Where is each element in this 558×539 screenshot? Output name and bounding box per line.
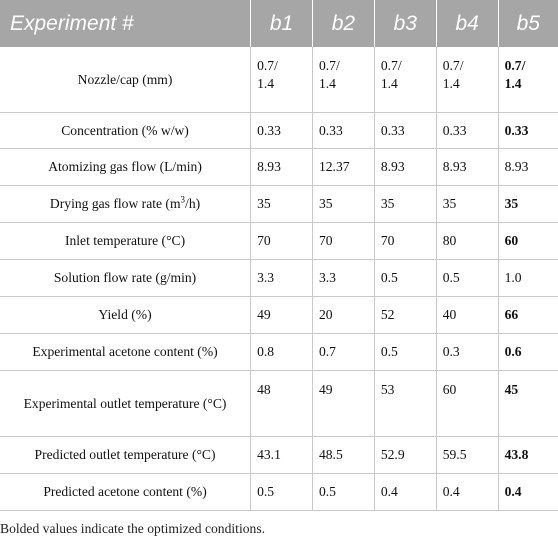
cell-value: 0.5: [373, 333, 437, 371]
cell-value: 0.7/ 1.4: [311, 47, 375, 113]
cell-value: 70: [373, 222, 437, 260]
table-row: Atomizing gas flow (L/min) 8.93 12.37 8.…: [0, 148, 558, 186]
cell-value: 0.7/ 1.4: [373, 47, 437, 113]
row-label: Yield (%): [0, 296, 251, 334]
cell-value-line: 0.7/ 1.4: [442, 58, 464, 91]
header-b2: b2: [311, 0, 375, 47]
cell-value-optimized: 60: [497, 222, 558, 260]
header-b5: b5: [497, 0, 558, 47]
cell-value: 35: [373, 185, 437, 223]
row-label: Concentration (% w/w): [0, 112, 251, 149]
cell-value: 49: [250, 296, 313, 334]
table-footnote: Bolded values indicate the optimized con…: [0, 521, 266, 536]
row-label: Predicted outlet temperature (°C): [0, 436, 251, 474]
cell-value: 8.93: [497, 148, 558, 186]
cell-value: 40: [435, 296, 499, 334]
cell-value: 12.37: [311, 148, 375, 186]
cell-value: 20: [311, 296, 375, 334]
data-table: Experiment # b1 b2 b3 b4 b5 Nozzle/cap (…: [0, 0, 558, 511]
cell-value: 8.93: [373, 148, 437, 186]
cell-value: 0.5: [435, 259, 499, 297]
table-row: Drying gas flow rate (m3/h) 35 35 35 35 …: [0, 185, 558, 223]
cell-value: 48.5: [311, 436, 375, 474]
cell-value-optimized: 35: [497, 185, 558, 223]
cell-value: 35: [250, 185, 313, 223]
cell-value: 0.7/ 1.4: [250, 47, 313, 113]
cell-value-optimized: 0.33: [497, 112, 558, 149]
cell-value: 35: [311, 185, 375, 223]
cell-value: 59.5: [435, 436, 499, 474]
cell-value: 0.3: [435, 333, 499, 371]
row-label: Experimental outlet temperature (°C): [0, 370, 251, 437]
table-row: Experimental outlet temperature (°C) 48 …: [0, 370, 558, 437]
cell-value: 60: [435, 370, 499, 437]
cell-value: 52: [373, 296, 437, 334]
cell-value-line: 0.7/ 1.4: [504, 58, 526, 91]
cell-value: 0.8: [250, 333, 313, 371]
row-label-text: Drying gas flow rate (m: [49, 196, 181, 211]
cell-value: 0.5: [373, 259, 437, 297]
cell-value: 70: [250, 222, 313, 260]
header-b3: b3: [373, 0, 437, 47]
cell-value: 0.4: [373, 473, 437, 511]
cell-value: 0.5: [250, 473, 313, 511]
cell-value: 0.5: [311, 473, 375, 511]
table-row: Predicted outlet temperature (°C) 43.1 4…: [0, 436, 558, 474]
row-label: Nozzle/cap (mm): [0, 47, 251, 113]
row-label: Drying gas flow rate (m3/h): [0, 185, 251, 223]
cell-value: 1.0: [497, 259, 558, 297]
cell-value-optimized: 0.4: [497, 473, 558, 511]
cell-value: 35: [435, 185, 499, 223]
cell-value: 52.9: [373, 436, 437, 474]
row-label-text: /h): [185, 196, 201, 211]
cell-value-line: 0.7/ 1.4: [318, 58, 340, 91]
cell-value: 80: [435, 222, 499, 260]
cell-value-optimized: 0.6: [497, 333, 558, 371]
header-b1: b1: [250, 0, 313, 47]
header-row: Experiment # b1 b2 b3 b4 b5: [0, 0, 558, 47]
cell-value-line: 0.7/ 1.4: [257, 58, 278, 91]
table-row: Predicted acetone content (%) 0.5 0.5 0.…: [0, 473, 558, 511]
header-b4: b4: [435, 0, 499, 47]
cell-value: 48: [250, 370, 313, 437]
cell-value: 0.33: [250, 112, 313, 149]
cell-value: 43.1: [250, 436, 313, 474]
table-row: Experimental acetone content (%) 0.8 0.7…: [0, 333, 558, 371]
table-row: Inlet temperature (°C) 70 70 70 80 60: [0, 222, 558, 260]
row-label: Solution flow rate (g/min): [0, 259, 251, 297]
cell-value: 3.3: [311, 259, 375, 297]
cell-value-optimized: 45: [497, 370, 558, 437]
cell-value: 70: [311, 222, 375, 260]
row-label: Experimental acetone content (%): [0, 333, 251, 371]
cell-value: 8.93: [250, 148, 313, 186]
row-label: Predicted acetone content (%): [0, 473, 251, 511]
header-experiment: Experiment #: [0, 0, 251, 47]
row-label-superscript: 3: [180, 194, 186, 205]
cell-value-line: 0.7/ 1.4: [380, 58, 402, 91]
cell-value: 49: [311, 370, 375, 437]
table-row: Concentration (% w/w) 0.33 0.33 0.33 0.3…: [0, 112, 558, 149]
cell-value: 8.93: [435, 148, 499, 186]
row-label: Inlet temperature (°C): [0, 222, 251, 260]
table-row: Yield (%) 49 20 52 40 66: [0, 296, 558, 334]
cell-value-optimized: 66: [497, 296, 558, 334]
row-label: Atomizing gas flow (L/min): [0, 148, 251, 186]
table-row: Solution flow rate (g/min) 3.3 3.3 0.5 0…: [0, 259, 558, 297]
cell-value: 0.7: [311, 333, 375, 371]
cell-value: 0.4: [435, 473, 499, 511]
cell-value: 0.33: [435, 112, 499, 149]
table-row: Nozzle/cap (mm) 0.7/ 1.4 0.7/ 1.4 0.7/ 1…: [0, 47, 558, 113]
cell-value-optimized: 0.7/ 1.4: [497, 47, 558, 113]
cell-value: 0.33: [311, 112, 375, 149]
cell-value-optimized: 43.8: [497, 436, 558, 474]
cell-value: 53: [373, 370, 437, 437]
cell-value: 0.7/ 1.4: [435, 47, 499, 113]
cell-value: 0.33: [373, 112, 437, 149]
cell-value: 3.3: [250, 259, 313, 297]
